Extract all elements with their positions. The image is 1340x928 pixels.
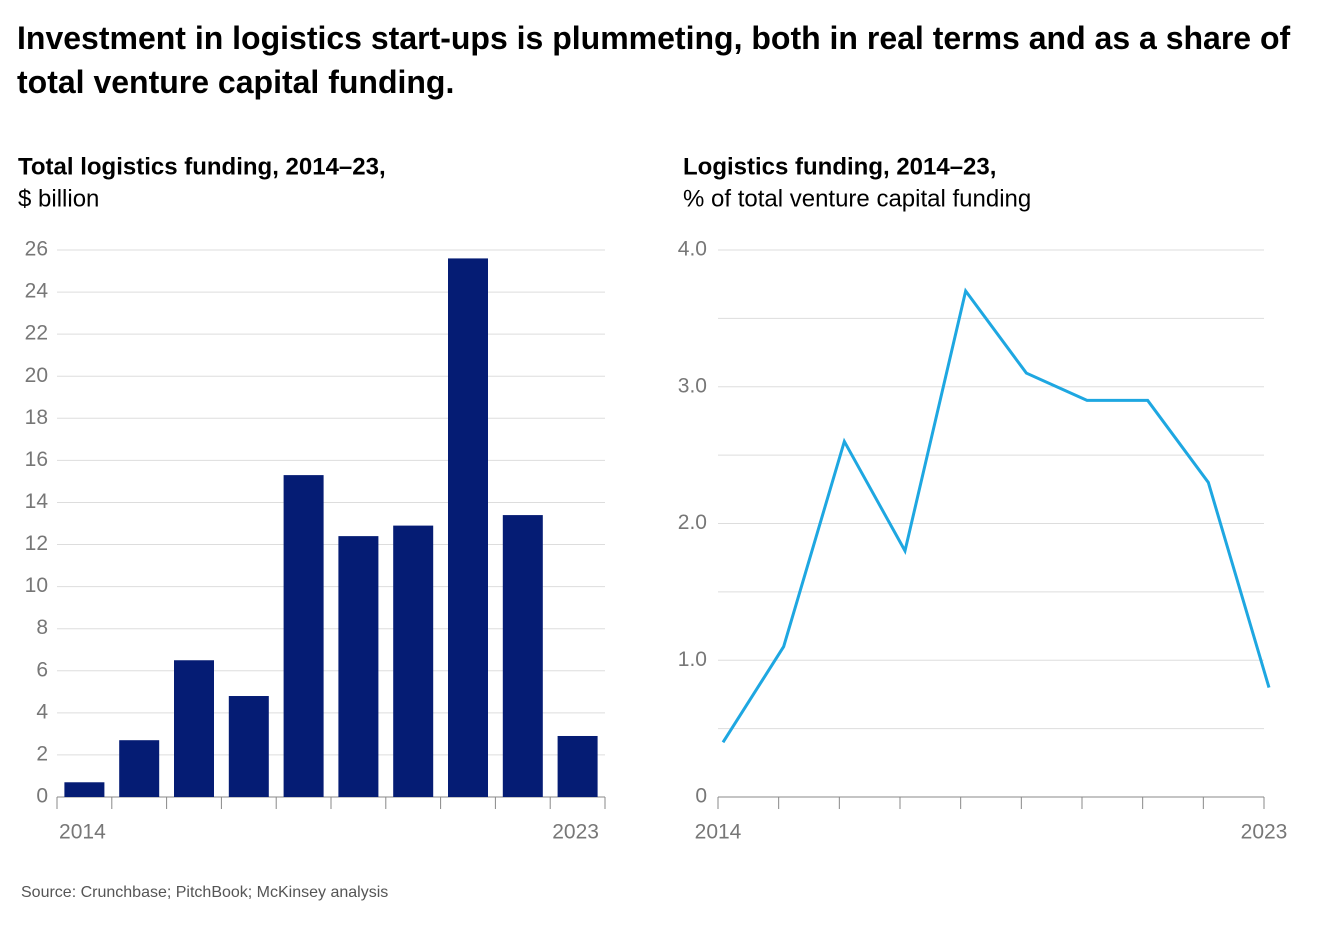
bar — [448, 258, 488, 797]
chart-subtitle: $ billion — [18, 185, 99, 212]
bar — [393, 525, 434, 797]
bar — [557, 735, 598, 797]
x-tick-label: 2014 — [695, 821, 742, 844]
y-tick-label: 18 — [25, 406, 48, 429]
y-tick-label: 8 — [36, 616, 48, 639]
bar — [174, 660, 214, 797]
x-tick-label: 2023 — [1241, 821, 1288, 844]
bar — [338, 536, 379, 797]
chart-title: Logistics funding, 2014–23, — [683, 153, 996, 180]
bar — [228, 696, 269, 797]
x-tick-label: 2023 — [552, 821, 599, 844]
bar — [502, 515, 543, 797]
x-tick-label: 2014 — [59, 821, 106, 844]
bar — [283, 475, 324, 797]
y-tick-label: 0 — [36, 785, 48, 808]
source-note: Source: Crunchbase; PitchBook; McKinsey … — [21, 884, 389, 901]
y-tick-label: 1.0 — [678, 648, 707, 671]
y-tick-label: 26 — [25, 238, 48, 261]
y-tick-label: 24 — [25, 280, 49, 303]
y-tick-label: 14 — [25, 490, 49, 513]
y-tick-label: 6 — [36, 658, 48, 681]
y-tick-label: 22 — [25, 322, 48, 345]
page-title: Investment in logistics start-ups is plu… — [17, 20, 1291, 100]
chart-title: Total logistics funding, 2014–23, — [18, 153, 386, 180]
y-tick-label: 20 — [25, 364, 48, 387]
bar — [119, 740, 160, 797]
y-tick-label: 2.0 — [678, 511, 707, 534]
chart-subtitle: % of total venture capital funding — [683, 185, 1031, 212]
bar — [64, 782, 105, 797]
y-tick-label: 4.0 — [678, 238, 707, 261]
y-tick-label: 0 — [695, 785, 707, 808]
y-tick-label: 2 — [36, 742, 48, 765]
y-tick-label: 16 — [25, 448, 48, 471]
y-tick-label: 4 — [36, 700, 48, 723]
line-series — [721, 287, 1271, 744]
y-tick-label: 3.0 — [678, 374, 707, 397]
y-tick-label: 10 — [25, 574, 48, 597]
y-tick-label: 12 — [25, 532, 48, 555]
